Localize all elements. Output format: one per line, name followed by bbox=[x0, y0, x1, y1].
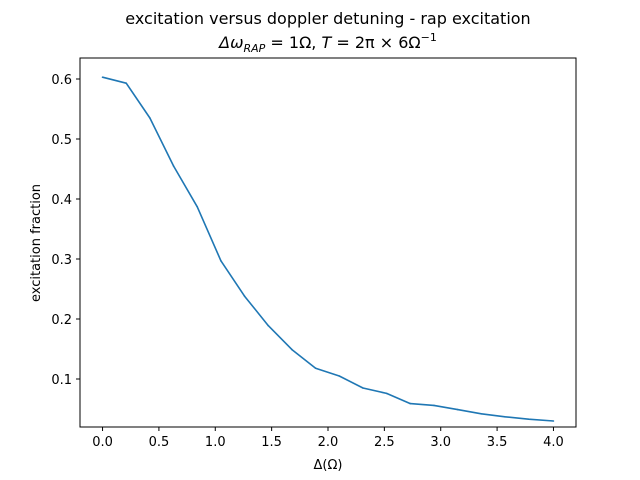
x-tick-label: 1.5 bbox=[261, 435, 282, 450]
x-tick-label: 3.5 bbox=[487, 435, 508, 450]
series-line bbox=[102, 76, 554, 422]
x-tick-label: 3.0 bbox=[430, 435, 451, 450]
data-point bbox=[125, 82, 128, 84]
subtitle-delta: Δω bbox=[217, 33, 243, 52]
chart-title: excitation versus doppler detuning - rap… bbox=[125, 9, 530, 28]
x-tick-label: 4.0 bbox=[543, 435, 564, 450]
data-point bbox=[409, 402, 412, 405]
chart-subtitle: ΔωRAP = 1Ω, T = 2π × 6Ω−1 bbox=[217, 31, 437, 55]
y-tick-label: 0.6 bbox=[51, 73, 72, 88]
subtitle-subscript: RAP bbox=[244, 42, 266, 55]
data-point bbox=[338, 375, 341, 377]
x-tick-label: 2.0 bbox=[318, 435, 339, 450]
data-point bbox=[220, 260, 222, 262]
x-axis-ticks: 0.0 0.5 1.0 1.5 2.0 2.5 3.0 3.5 4.0 bbox=[92, 427, 564, 450]
y-tick-label: 0.1 bbox=[51, 373, 72, 388]
subtitle-superscript: −1 bbox=[421, 31, 437, 44]
y-axis-ticks: 0.1 0.2 0.3 0.4 0.5 0.6 bbox=[51, 73, 80, 388]
data-point bbox=[291, 348, 293, 351]
y-tick-label: 0.3 bbox=[51, 253, 72, 268]
data-point bbox=[362, 387, 364, 389]
y-axis-label: excitation fraction bbox=[29, 184, 44, 302]
x-tick-label: 2.5 bbox=[374, 435, 395, 450]
data-point bbox=[149, 117, 151, 119]
data-point bbox=[527, 418, 530, 421]
data-point bbox=[196, 206, 199, 208]
data-point bbox=[101, 76, 104, 78]
series-layer bbox=[101, 76, 555, 422]
x-tick-label: 1.0 bbox=[205, 435, 226, 450]
data-point bbox=[385, 392, 388, 395]
data-point bbox=[552, 420, 555, 422]
data-point bbox=[267, 324, 270, 327]
subtitle-period: T bbox=[321, 33, 332, 52]
data-point bbox=[456, 408, 459, 411]
y-tick-label: 0.2 bbox=[51, 313, 72, 328]
x-tick-label: 0.5 bbox=[149, 435, 170, 450]
x-axis-label: Δ(Ω) bbox=[314, 458, 343, 473]
subtitle-period-value: = 2π × 6Ω bbox=[331, 33, 420, 52]
data-point bbox=[314, 367, 317, 370]
data-point bbox=[480, 413, 483, 415]
x-tick-label: 0.0 bbox=[92, 435, 113, 450]
data-point bbox=[172, 165, 175, 167]
subtitle-mid: = 1Ω, bbox=[265, 33, 321, 52]
y-tick-label: 0.4 bbox=[51, 193, 72, 208]
data-point bbox=[504, 416, 506, 418]
plot-frame bbox=[79, 57, 577, 428]
y-tick-label: 0.5 bbox=[51, 133, 72, 148]
data-point bbox=[433, 404, 435, 407]
data-point bbox=[243, 295, 246, 298]
